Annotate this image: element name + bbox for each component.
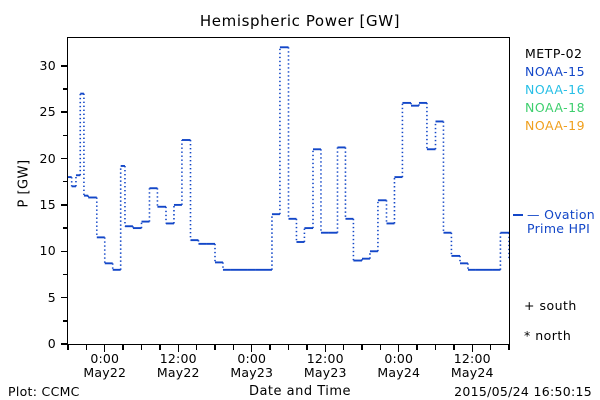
x-tick-mark-minor	[489, 345, 492, 350]
y-tick-mark	[61, 65, 67, 67]
x-tick-time: 12:00	[159, 351, 197, 366]
y-tick-mark	[61, 111, 67, 113]
y-tick-label: 25	[39, 104, 56, 120]
x-tick-mark-minor	[85, 345, 88, 350]
x-tick-time: 0:00	[237, 351, 267, 366]
y-tick-mark-minor	[63, 88, 67, 90]
x-tick-mark-minor	[287, 345, 290, 350]
y-tick-label: 20	[39, 150, 56, 166]
x-tick-mark-minor	[434, 345, 437, 350]
x-tick-label: 12:00 May24	[427, 352, 517, 379]
y-tick-mark	[61, 296, 67, 299]
x-tick-mark-minor	[453, 345, 455, 350]
y-tick-mark-minor	[63, 320, 67, 322]
x-tick-mark-minor	[122, 345, 124, 350]
y-tick-mark-minor	[63, 273, 67, 276]
y-tick-mark	[61, 343, 67, 345]
legend-item-metp-02[interactable]: METP-02	[525, 46, 583, 61]
y-tick-label: 0	[47, 336, 56, 351]
x-tick-mark-minor	[306, 345, 308, 350]
legend-marker-south: + south	[524, 298, 577, 313]
x-tick-label: 12:00 May22	[133, 352, 223, 379]
y-tick-mark-minor	[63, 181, 67, 183]
y-tick-label: 5	[47, 289, 56, 305]
x-tick-mark-minor	[508, 345, 510, 350]
y-tick-label: 15	[39, 196, 56, 212]
legend-item-noaa-16[interactable]: NOAA-16	[525, 82, 586, 97]
legend-item-noaa-15[interactable]: NOAA-15	[525, 64, 586, 79]
x-tick-mark-minor	[67, 345, 69, 350]
x-tick-time: 12:00	[306, 351, 344, 366]
x-tick-date: May22	[156, 364, 200, 380]
x-tick-time: 0:00	[384, 351, 414, 366]
legend-item-noaa-19[interactable]: NOAA-19	[525, 118, 586, 133]
plot-credit: Plot: CCMC	[8, 384, 80, 399]
ovation-line-sample	[513, 214, 523, 216]
x-tick-label: 12:00 May23	[280, 352, 370, 379]
x-tick-mark-minor	[361, 345, 363, 350]
x-tick-mark	[398, 345, 400, 352]
x-tick-mark-minor	[195, 345, 198, 350]
data-series-ovation-prime-hpi	[68, 46, 509, 271]
x-tick-date: May24	[377, 364, 421, 380]
timestamp: 2015/05/24 16:50:15	[454, 384, 592, 399]
y-tick-label: 10	[39, 243, 56, 259]
x-tick-date: May24	[450, 364, 494, 380]
x-tick-label: 0:00 May24	[354, 352, 444, 379]
y-tick-label: 30	[39, 57, 56, 73]
x-tick-mark-minor	[269, 345, 271, 350]
x-tick-mark	[324, 345, 326, 352]
y-tick-mark-minor	[63, 227, 67, 229]
x-tick-label: 0:00 May22	[60, 352, 150, 379]
y-tick-mark	[61, 250, 67, 252]
legend-marker-north: * north	[524, 328, 572, 343]
x-tick-mark-minor	[342, 345, 345, 350]
y-tick-mark	[61, 157, 67, 160]
y-tick-mark	[61, 204, 67, 206]
legend-ovation-line1: — Ovation	[527, 207, 596, 222]
x-tick-date: May22	[83, 364, 127, 380]
x-tick-mark	[251, 345, 253, 352]
x-axis-label: Date and Time	[248, 384, 352, 399]
x-tick-mark-minor	[214, 345, 216, 350]
x-tick-mark	[177, 345, 179, 352]
y-tick-mark-minor	[63, 134, 67, 137]
x-tick-mark	[104, 345, 106, 352]
x-tick-mark-minor	[379, 345, 382, 350]
x-tick-date: May23	[230, 364, 274, 380]
x-tick-mark-minor	[140, 345, 143, 350]
plot-area	[67, 37, 510, 345]
x-tick-mark-minor	[232, 345, 235, 350]
x-tick-mark-minor	[159, 345, 161, 350]
x-tick-date: May23	[303, 364, 347, 380]
x-tick-time: 0:00	[90, 351, 120, 366]
x-tick-mark-minor	[416, 345, 418, 350]
legend-item-noaa-18[interactable]: NOAA-18	[525, 100, 586, 115]
legend-ovation-line2: Prime HPI	[527, 221, 591, 236]
x-tick-label: 0:00 May23	[207, 352, 297, 379]
x-tick-mark	[471, 345, 473, 352]
page-title: Hemispheric Power [GW]	[199, 12, 401, 30]
x-tick-time: 12:00	[453, 351, 491, 366]
legend-ovation-prime-hpi: — Ovation Prime HPI	[527, 208, 595, 236]
